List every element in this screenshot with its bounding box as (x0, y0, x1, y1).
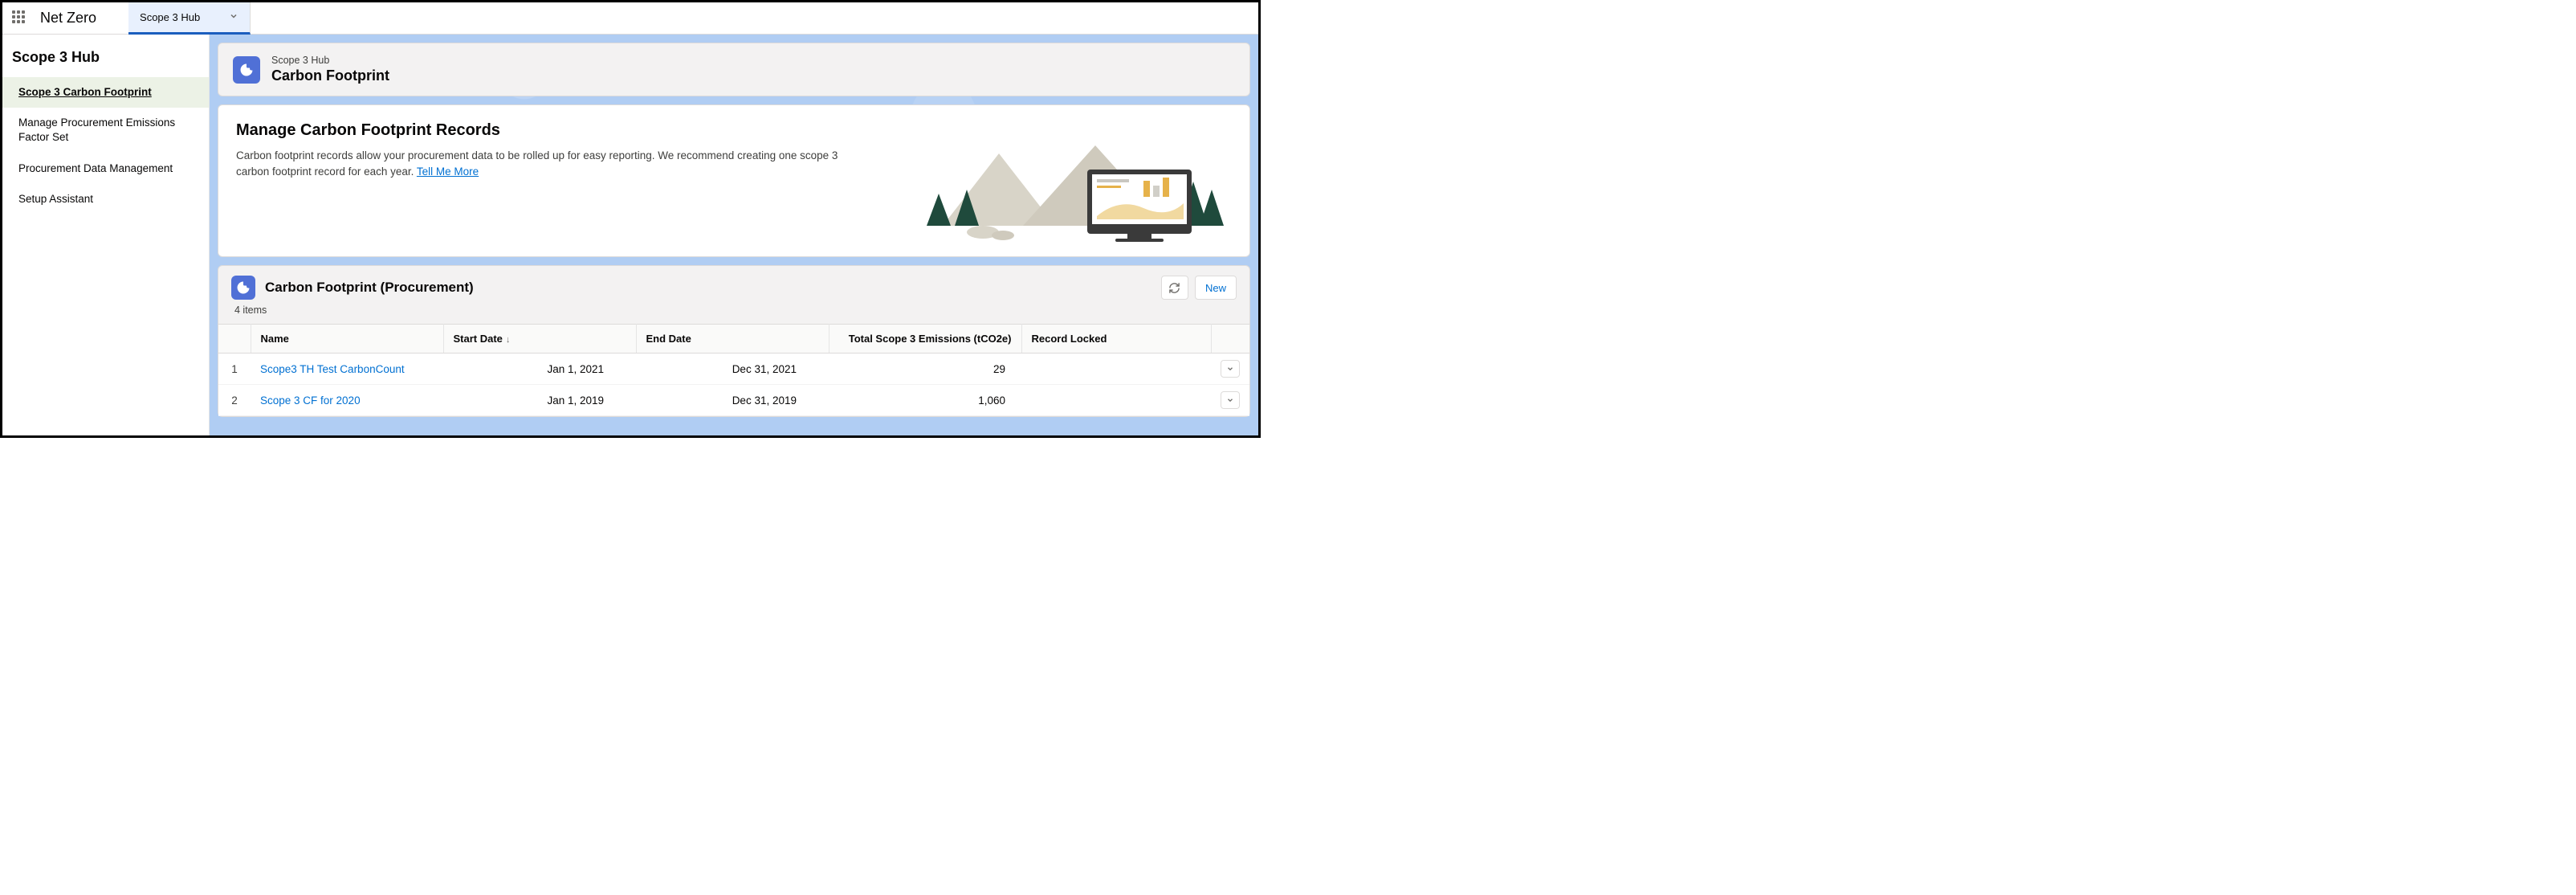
illustration (911, 121, 1232, 242)
list-icon (231, 276, 255, 300)
chevron-down-icon[interactable] (229, 11, 238, 23)
manage-card: Manage Carbon Footprint Records Carbon f… (218, 104, 1250, 257)
manage-body-text: Carbon footprint records allow your proc… (236, 149, 838, 178)
tab-label: Scope 3 Hub (140, 11, 200, 23)
row-index: 2 (218, 385, 251, 416)
new-button[interactable]: New (1195, 276, 1237, 300)
item-count: 4 items (218, 303, 1249, 324)
row-total: 29 (829, 354, 1021, 385)
sidebar-item-0[interactable]: Scope 3 Carbon Footprint (2, 77, 209, 108)
tell-me-more-link[interactable]: Tell Me More (417, 166, 479, 178)
app-launcher-icon[interactable] (12, 10, 28, 27)
row-locked (1021, 385, 1211, 416)
records-table: Name Start Date↓ End Date Total Scope 3 … (218, 324, 1249, 416)
col-name-label: Name (261, 333, 289, 345)
page-title: Carbon Footprint (271, 67, 389, 84)
list-card: Carbon Footprint (Procurement) New 4 ite… (218, 265, 1250, 417)
col-start-label: Start Date (454, 333, 503, 345)
tab-scope3hub[interactable]: Scope 3 Hub (128, 2, 251, 35)
sort-down-icon: ↓ (506, 335, 511, 345)
refresh-button[interactable] (1161, 276, 1188, 300)
col-locked[interactable]: Record Locked (1021, 325, 1211, 354)
row-actions-cell (1211, 354, 1249, 385)
sidebar-item-2[interactable]: Procurement Data Management (2, 153, 209, 184)
col-total-label: Total Scope 3 Emissions (tCO2e) (849, 333, 1012, 345)
col-index (218, 325, 251, 354)
row-start: Jan 1, 2021 (443, 354, 636, 385)
sidebar-item-3[interactable]: Setup Assistant (2, 184, 209, 215)
row-menu-button[interactable] (1221, 360, 1240, 378)
page-header: Scope 3 Hub Carbon Footprint (218, 43, 1250, 96)
row-name: Scope 3 CF for 2020 (251, 385, 443, 416)
row-end: Dec 31, 2019 (636, 385, 829, 416)
table-row: 1 Scope3 TH Test CarbonCount Jan 1, 2021De… (218, 354, 1249, 385)
row-end: Dec 31, 2021 (636, 354, 829, 385)
col-end[interactable]: End Date (636, 325, 829, 354)
col-locked-label: Record Locked (1032, 333, 1107, 345)
col-name[interactable]: Name (251, 325, 443, 354)
table-row: 2 Scope 3 CF for 2020 Jan 1, 2019Dec 31, 2… (218, 385, 1249, 416)
row-start: Jan 1, 2019 (443, 385, 636, 416)
breadcrumb: Scope 3 Hub (271, 55, 389, 66)
row-name: Scope3 TH Test CarbonCount (251, 354, 443, 385)
main: Scope 3 Hub Carbon Footprint Manage Carb… (210, 35, 1258, 435)
sidebar: Scope 3 Hub Scope 3 Carbon FootprintMana… (2, 35, 210, 435)
row-locked (1021, 354, 1211, 385)
manage-title: Manage Carbon Footprint Records (236, 121, 846, 140)
col-end-label: End Date (646, 333, 691, 345)
row-index: 1 (218, 354, 251, 385)
col-total[interactable]: Total Scope 3 Emissions (tCO2e) (829, 325, 1021, 354)
carbon-footprint-icon (233, 56, 260, 84)
sidebar-item-1[interactable]: Manage Procurement Emissions Factor Set (2, 108, 209, 153)
sidebar-title: Scope 3 Hub (2, 35, 209, 77)
col-actions (1211, 325, 1249, 354)
list-title: Carbon Footprint (Procurement) (265, 280, 474, 296)
record-link[interactable]: Scope3 TH Test CarbonCount (260, 363, 405, 375)
record-link[interactable]: Scope 3 CF for 2020 (260, 394, 361, 407)
col-start[interactable]: Start Date↓ (443, 325, 636, 354)
manage-body: Carbon footprint records allow your proc… (236, 148, 846, 181)
row-menu-button[interactable] (1221, 391, 1240, 409)
row-actions-cell (1211, 385, 1249, 416)
topbar: Net Zero Scope 3 Hub (2, 2, 1258, 35)
row-total: 1,060 (829, 385, 1021, 416)
app-name: Net Zero (40, 10, 96, 27)
